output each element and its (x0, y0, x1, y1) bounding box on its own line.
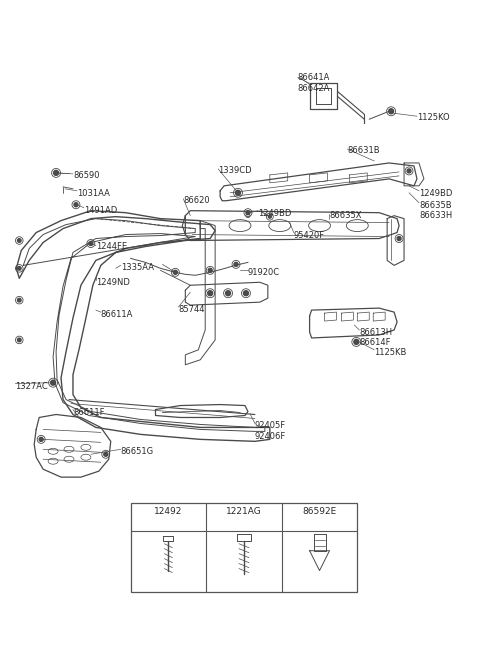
Text: 1125KO: 1125KO (417, 113, 450, 122)
Circle shape (54, 171, 59, 175)
Circle shape (208, 268, 212, 272)
Text: 1221AG: 1221AG (226, 507, 262, 516)
Text: 86635X: 86635X (329, 211, 362, 220)
Circle shape (236, 190, 240, 195)
Text: 1125KB: 1125KB (374, 348, 407, 357)
Text: 12492: 12492 (154, 507, 182, 516)
Circle shape (226, 291, 230, 296)
Bar (131, 503, 357, 592)
Circle shape (246, 211, 250, 215)
Text: 86611A: 86611A (101, 310, 133, 319)
Text: 1244FE: 1244FE (96, 243, 127, 251)
Circle shape (17, 298, 21, 302)
Text: 1249BD: 1249BD (419, 189, 452, 198)
Text: 86590: 86590 (73, 171, 99, 180)
Text: 95420F: 95420F (294, 230, 325, 239)
Circle shape (389, 109, 394, 113)
Circle shape (268, 215, 271, 218)
Circle shape (39, 438, 43, 441)
Circle shape (104, 452, 108, 457)
Text: 1031AA: 1031AA (77, 189, 110, 198)
Text: 85744: 85744 (179, 305, 205, 314)
Text: 86611F: 86611F (73, 407, 105, 417)
Circle shape (397, 237, 401, 241)
Circle shape (50, 380, 56, 385)
Circle shape (354, 339, 359, 344)
Text: 91920C: 91920C (248, 268, 280, 277)
Text: 86631B: 86631B (348, 146, 380, 155)
Text: 1339CD: 1339CD (218, 166, 252, 175)
Text: 86651G: 86651G (120, 447, 154, 457)
Text: 1327AC: 1327AC (15, 382, 48, 391)
Circle shape (173, 270, 178, 274)
Circle shape (243, 291, 249, 296)
Text: 86592E: 86592E (302, 507, 336, 516)
Circle shape (407, 169, 411, 173)
Text: 86641A
86642A: 86641A 86642A (298, 73, 330, 93)
Circle shape (208, 291, 213, 296)
Circle shape (74, 203, 78, 207)
Text: 1249ND: 1249ND (96, 278, 130, 287)
Text: 1491AD: 1491AD (84, 206, 117, 215)
Text: 86620: 86620 (183, 195, 210, 205)
Text: 86613H
86614F: 86613H 86614F (360, 328, 393, 348)
Circle shape (17, 239, 21, 242)
Text: 1335AA: 1335AA (120, 263, 154, 272)
Text: 92405F
92406F: 92405F 92406F (255, 421, 286, 441)
Text: 1249BD: 1249BD (258, 209, 291, 218)
Circle shape (17, 266, 21, 270)
Circle shape (17, 338, 21, 342)
Circle shape (234, 262, 238, 266)
Text: 86635B
86633H: 86635B 86633H (419, 201, 452, 220)
Circle shape (89, 241, 93, 245)
